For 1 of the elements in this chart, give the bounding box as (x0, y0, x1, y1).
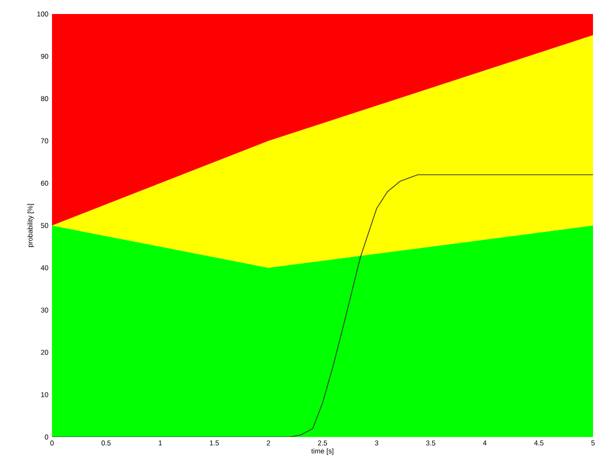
line-series (52, 174, 593, 437)
